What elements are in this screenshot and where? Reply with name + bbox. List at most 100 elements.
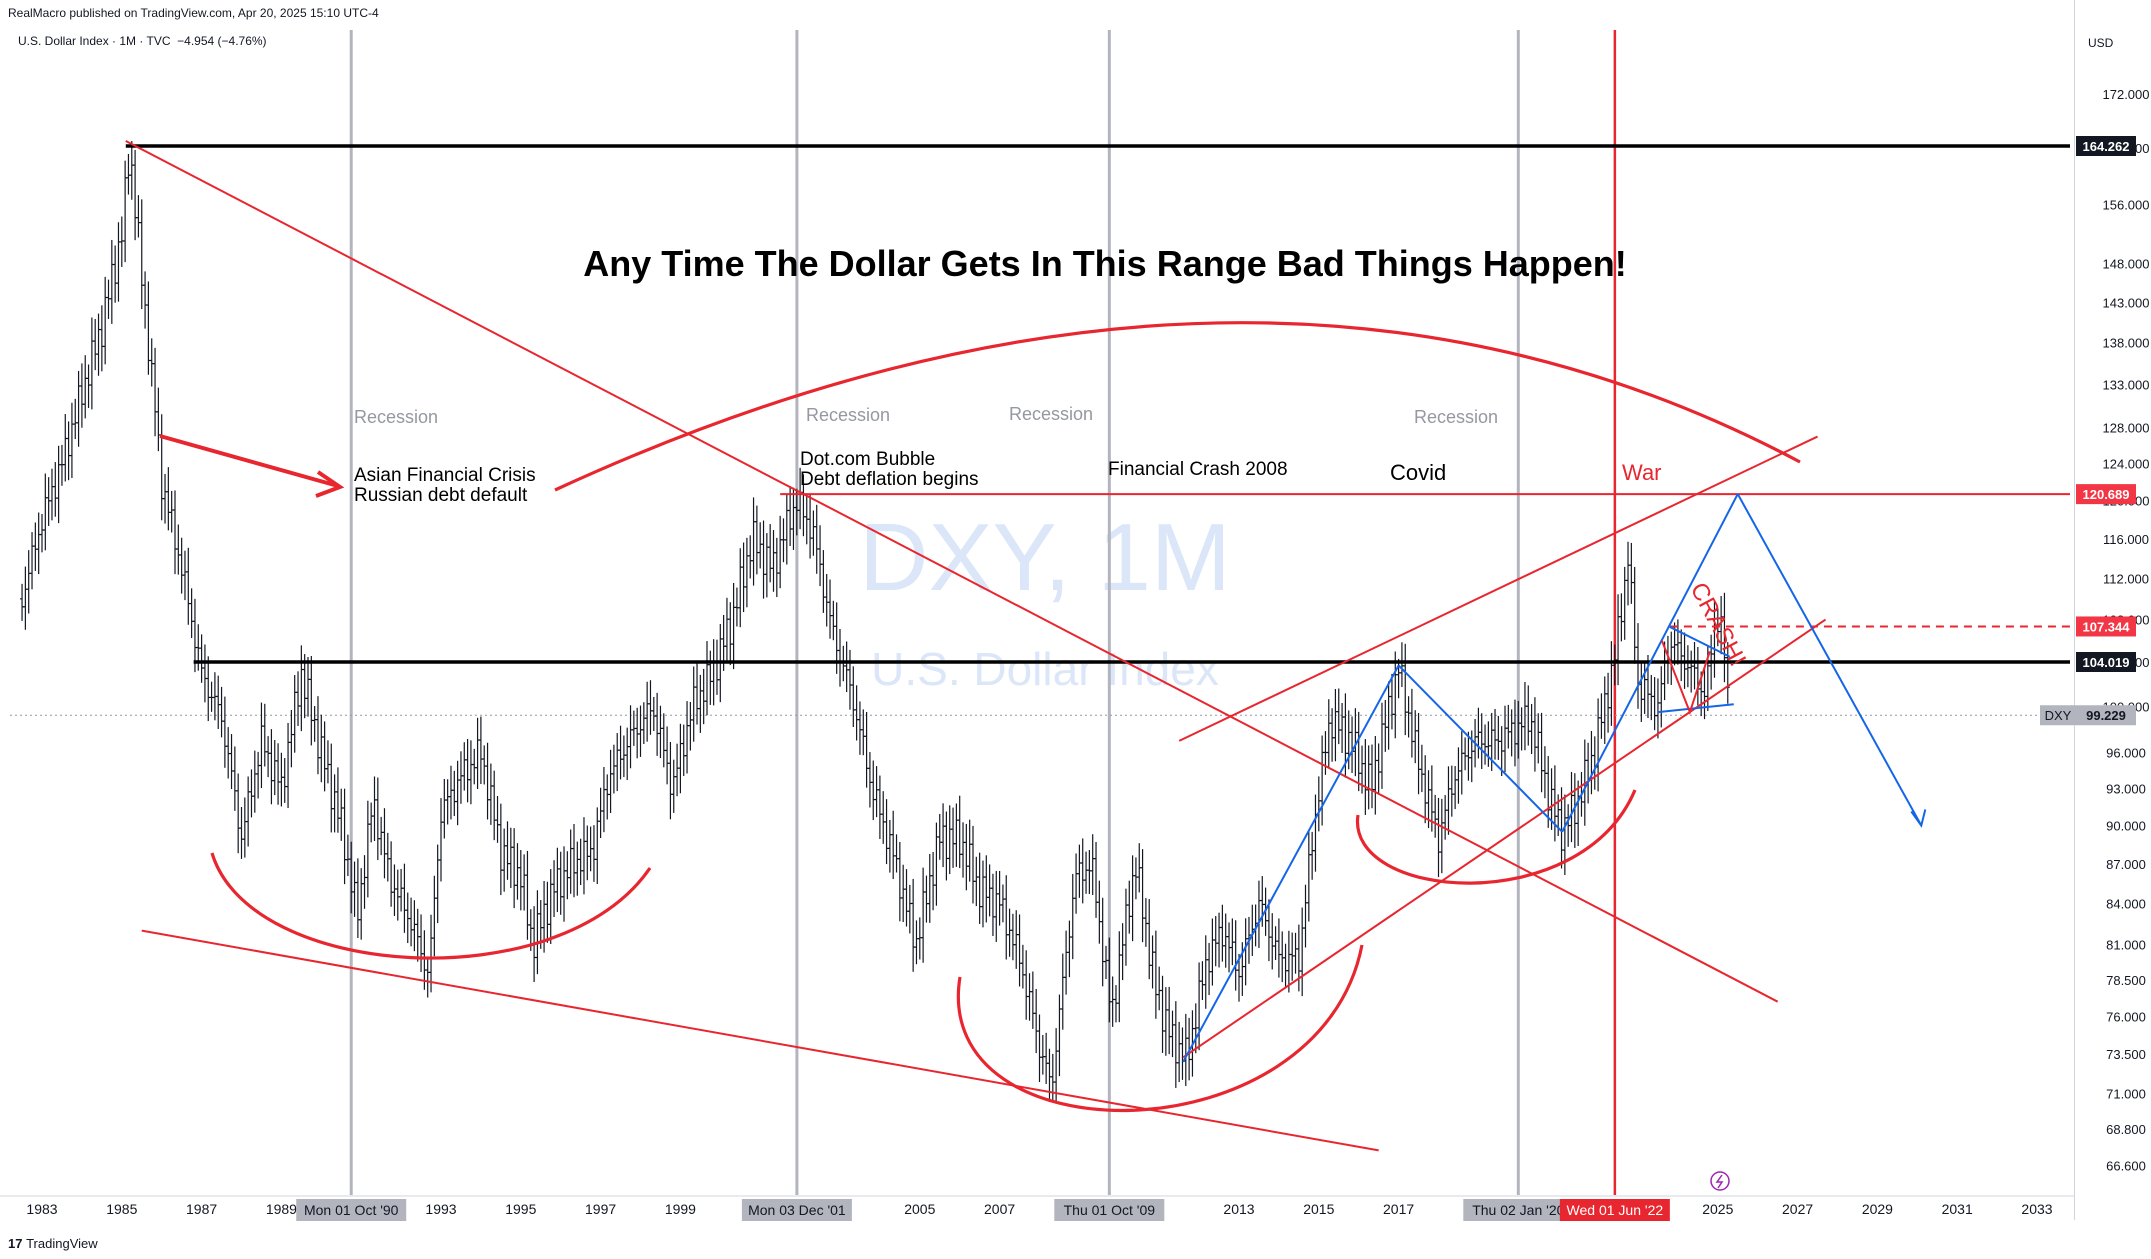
blue-path-4[interactable]	[1736, 493, 1923, 826]
published-line: RealMacro published on TradingView.com, …	[8, 6, 379, 20]
x-tick-label: 1985	[106, 1201, 137, 1217]
downtrend-from-1985[interactable]	[125, 140, 1779, 1003]
lightning-icon[interactable]	[1710, 1171, 1730, 1191]
y-tick-label: 71.000	[2106, 1086, 2146, 1101]
y-tick-label: 84.000	[2106, 896, 2146, 911]
x-tick-label: 2029	[1862, 1201, 1893, 1217]
y-tick-label: 148.000	[2103, 257, 2150, 272]
x-tick-label: 2005	[904, 1201, 935, 1217]
change-value: −4.954 (−4.76%)	[177, 34, 267, 48]
symbol-name[interactable]: U.S. Dollar Index · 1M · TVC	[18, 34, 171, 48]
lightning-bolt	[1715, 1174, 1724, 1189]
x-tick-label: 2015	[1303, 1201, 1334, 1217]
price-label-bg	[2076, 616, 2136, 637]
y-tick-label: 76.000	[2106, 1009, 2146, 1024]
big-arc	[554, 321, 1801, 492]
x-tick-label: 1989	[266, 1201, 297, 1217]
y-tick-label: 172.000	[2103, 87, 2150, 102]
war-label: War	[1622, 460, 1662, 485]
y-tick-label: 133.000	[2103, 377, 2150, 392]
y-tick-label: 96.000	[2106, 746, 2146, 761]
tradingview-name: TradingView	[26, 1236, 98, 1251]
y-tick-label: 116.000	[2103, 532, 2149, 547]
price-label: 99.229	[2086, 708, 2126, 723]
recession-label-1: Recession	[354, 407, 438, 427]
price-axis[interactable]	[2074, 0, 2151, 1220]
y-tick-label: 143.000	[2103, 296, 2150, 311]
date-label-bg	[296, 1199, 407, 1221]
x-tick-label: 1987	[186, 1201, 217, 1217]
covid-label: Covid	[1390, 460, 1446, 485]
y-tick-label: 128.000	[2103, 421, 2150, 436]
y-tick-label: 124.000	[2103, 457, 2150, 472]
price-label: 104.019	[2083, 655, 2130, 670]
recession-label-4: Recession	[1414, 407, 1498, 427]
x-tick-label: 1993	[425, 1201, 456, 1217]
headline-text: Any Time The Dollar Gets In This Range B…	[583, 243, 1626, 284]
y-tick-label: 81.000	[2106, 937, 2146, 952]
date-label-bg	[1559, 1199, 1670, 1221]
bowl-1990s	[210, 852, 652, 960]
date-label: Thu 01 Oct '09	[1064, 1202, 1156, 1218]
blue-path-1[interactable]	[1182, 664, 1400, 1063]
fincrash-label: Financial Crash 2008	[1108, 459, 1288, 480]
y-tick-label: 68.800	[2106, 1122, 2146, 1137]
tradingview-logo: 17	[8, 1236, 23, 1251]
dotcom-label: Dot.com Bubble	[800, 449, 935, 470]
y-tick-label: 93.000	[2106, 781, 2146, 796]
price-label-bg	[2076, 652, 2136, 672]
y-tick-label: 87.000	[2106, 857, 2146, 872]
x-tick-label: 2007	[984, 1201, 1015, 1217]
price-prefix: DXY	[2045, 708, 2072, 723]
lower-wedge-line[interactable]	[141, 929, 1379, 1152]
recession-label-3: Recession	[1009, 404, 1093, 424]
x-tick-label: 1997	[585, 1201, 616, 1217]
x-tick-label: 2025	[1702, 1201, 1733, 1217]
price-label-bg	[2076, 136, 2136, 156]
y-tick-label: 138.000	[2103, 336, 2150, 351]
x-tick-label: 1999	[665, 1201, 696, 1217]
date-label: Wed 01 Jun '22	[1567, 1202, 1664, 1218]
price-label-bg	[2076, 705, 2136, 726]
y-tick-label: 66.600	[2106, 1159, 2146, 1174]
y-tick-label: 90.000	[2106, 818, 2146, 833]
x-tick-label: 2013	[1223, 1201, 1254, 1217]
y-tick-label: 156.000	[2103, 197, 2150, 212]
footer-brand[interactable]: 17 TradingView	[8, 1236, 98, 1251]
date-label-bg	[1054, 1199, 1165, 1221]
currency-label[interactable]: USD	[2088, 36, 2114, 50]
arrow-to-asian-crisis	[159, 434, 345, 498]
channel-upper[interactable]	[1178, 435, 1818, 742]
symbol-line: U.S. Dollar Index · 1M · TVC −4.954 (−4.…	[18, 34, 267, 48]
x-tick-label: 2017	[1383, 1201, 1414, 1217]
price-prefix-bg	[2040, 705, 2076, 726]
triangle-pattern	[1657, 626, 1734, 714]
blue-path-2[interactable]	[1397, 664, 1563, 833]
date-label-bg	[1463, 1199, 1574, 1221]
price-label: 120.689	[2083, 487, 2130, 502]
y-tick-label: 78.500	[2106, 973, 2146, 988]
x-tick-label: 2031	[1942, 1201, 1973, 1217]
x-tick-label: 2033	[2021, 1201, 2052, 1217]
blue-arrow-head	[1910, 809, 1927, 828]
date-label: Mon 03 Dec '01	[748, 1202, 846, 1218]
watermark-ticker: DXY, 1M	[859, 504, 1231, 611]
y-tick-label: 73.500	[2106, 1047, 2146, 1062]
asian-crisis-label: Asian Financial Crisis	[354, 465, 536, 486]
zigzag-pattern	[1661, 640, 1711, 716]
bowl-2019	[1356, 789, 1637, 885]
blue-path-3[interactable]	[1561, 493, 1739, 833]
recession-label-2: Recession	[806, 405, 890, 425]
price-label: 164.262	[2083, 139, 2130, 154]
y-tick-label: 112.000	[2103, 572, 2149, 587]
x-tick-label: 1983	[26, 1201, 57, 1217]
russia-default-label: Russian debt default	[354, 485, 528, 506]
date-label-bg	[741, 1199, 852, 1221]
date-label: Mon 01 Oct '90	[304, 1202, 399, 1218]
debt-deflation-label: Debt deflation begins	[800, 469, 979, 490]
bowl-2008	[956, 944, 1364, 1113]
x-tick-label: 1995	[505, 1201, 536, 1217]
price-label: 107.344	[2083, 619, 2131, 634]
channel-lower[interactable]	[1182, 618, 1827, 1059]
